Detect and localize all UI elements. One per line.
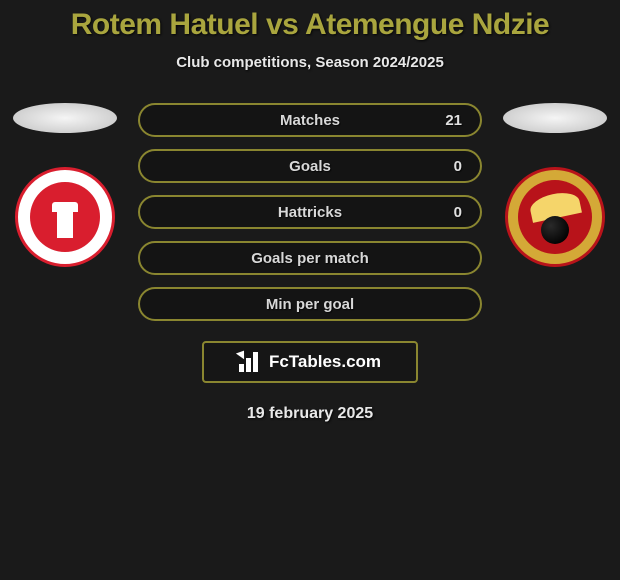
player-left-photo	[13, 103, 117, 133]
club-badge-right-inner	[518, 180, 592, 254]
stat-row-min-per-goal: Min per goal	[138, 287, 482, 321]
player-right-column	[500, 103, 610, 267]
stat-value-right: 0	[454, 204, 462, 221]
club-badge-left-inner	[30, 182, 100, 252]
badge-left-shape-tower	[57, 210, 73, 238]
stat-label: Matches	[280, 112, 340, 129]
comparison-card: Rotem Hatuel vs Atemengue Ndzie Club com…	[0, 0, 620, 423]
stat-row-hattricks: Hattricks 0	[138, 195, 482, 229]
date-label: 19 february 2025	[0, 405, 620, 423]
stat-value-right: 0	[454, 158, 462, 175]
subtitle: Club competitions, Season 2024/2025	[0, 54, 620, 71]
source-logo-text: FcTables.com	[269, 352, 381, 372]
stat-label: Min per goal	[266, 296, 354, 313]
stat-label: Goals per match	[251, 250, 369, 267]
main-row: Matches 21 Goals 0 Hattricks 0 Goals per…	[0, 103, 620, 321]
player-left-column	[10, 103, 120, 267]
club-badge-right	[505, 167, 605, 267]
source-logo-box: FcTables.com	[202, 341, 418, 383]
stat-row-matches: Matches 21	[138, 103, 482, 137]
page-title: Rotem Hatuel vs Atemengue Ndzie	[0, 8, 620, 42]
stat-row-goals-per-match: Goals per match	[138, 241, 482, 275]
stat-row-goals: Goals 0	[138, 149, 482, 183]
chart-icon	[239, 352, 263, 372]
player-right-photo	[503, 103, 607, 133]
stats-column: Matches 21 Goals 0 Hattricks 0 Goals per…	[138, 103, 482, 321]
stat-label: Goals	[289, 158, 331, 175]
stat-label: Hattricks	[278, 204, 342, 221]
stat-value-right: 21	[445, 112, 462, 129]
club-badge-left	[15, 167, 115, 267]
badge-right-shape-ball	[541, 216, 569, 244]
